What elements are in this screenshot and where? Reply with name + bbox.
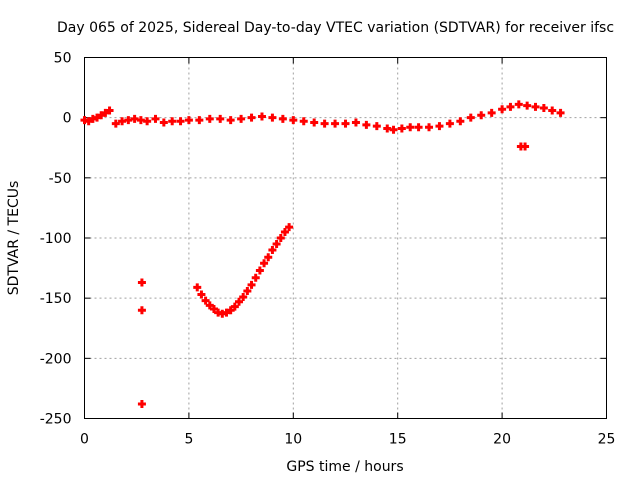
data-point	[351, 118, 360, 127]
data-point	[255, 266, 264, 275]
y-tick-label: -250	[40, 412, 72, 428]
data-point	[209, 304, 218, 313]
x-tick-label: 25	[598, 432, 616, 448]
data-point	[456, 117, 465, 126]
grid	[84, 57, 607, 419]
data-point	[247, 280, 256, 289]
data-point	[251, 273, 260, 282]
x-tick-label: 0	[80, 432, 89, 448]
y-tick-label: -50	[49, 171, 72, 187]
data-point	[226, 116, 235, 125]
data-point	[276, 234, 285, 242]
data-point	[506, 102, 515, 111]
chart-title: Day 065 of 2025, Sidereal Day-to-day VTE…	[57, 20, 614, 36]
data-point	[556, 108, 565, 117]
data-point	[445, 119, 454, 128]
data-point	[235, 297, 244, 306]
x-tick-label: 15	[389, 432, 407, 448]
y-tick-label: -150	[40, 291, 72, 307]
data-point	[278, 114, 287, 123]
data-point	[93, 113, 102, 122]
data-point	[331, 119, 340, 128]
data-point	[531, 102, 540, 111]
data-points	[80, 100, 565, 409]
data-point	[143, 117, 152, 126]
data-point	[372, 122, 381, 131]
data-point	[205, 301, 214, 310]
data-point	[151, 114, 160, 123]
data-point	[239, 292, 248, 301]
y-tick-label: -200	[40, 351, 72, 367]
data-point	[184, 116, 193, 125]
data-point	[280, 227, 289, 236]
data-point	[268, 113, 277, 122]
data-point	[310, 118, 319, 127]
data-point	[137, 400, 146, 409]
data-point	[487, 108, 496, 117]
data-point	[477, 111, 486, 120]
data-point	[466, 113, 475, 122]
y-tick-label: -100	[40, 231, 72, 247]
data-point	[137, 278, 146, 287]
data-point	[84, 117, 93, 126]
data-point	[137, 306, 146, 315]
data-point	[168, 117, 177, 126]
data-point	[226, 306, 235, 315]
data-point	[320, 119, 329, 128]
data-point	[299, 117, 308, 126]
data-point	[176, 117, 185, 126]
data-point	[285, 223, 294, 232]
data-point	[195, 116, 204, 125]
data-point	[362, 120, 371, 129]
data-point	[272, 240, 281, 249]
data-point	[414, 123, 423, 132]
data-point	[197, 290, 206, 299]
data-point	[521, 142, 530, 151]
data-point	[159, 118, 168, 127]
data-point	[201, 296, 210, 305]
x-tick-label: 10	[284, 432, 302, 448]
y-tick-label: 0	[63, 111, 72, 127]
data-point	[193, 283, 202, 292]
data-point	[247, 113, 256, 122]
x-tick-label: 5	[184, 432, 193, 448]
data-point	[230, 302, 239, 311]
data-point	[514, 100, 523, 109]
data-point	[548, 106, 557, 115]
data-point	[406, 123, 415, 132]
data-point	[216, 114, 225, 123]
data-point	[205, 114, 214, 123]
y-axis-label: SDTVAR / TECUs	[6, 181, 22, 296]
axis-ticks: 0 5 10 15 20 25 -250 -200 -150 -100 -50 0 50	[40, 51, 616, 448]
data-point	[257, 112, 266, 121]
data-point	[523, 101, 532, 110]
data-point	[268, 246, 277, 255]
data-point	[539, 104, 548, 113]
data-point	[289, 116, 298, 125]
data-point	[243, 286, 252, 295]
data-point	[498, 105, 507, 114]
data-point	[425, 123, 434, 132]
data-point	[237, 114, 246, 123]
data-point	[397, 124, 406, 133]
x-axis-label: GPS time / hours	[286, 459, 403, 475]
y-tick-label: 50	[54, 51, 72, 67]
data-point	[101, 108, 110, 117]
data-point	[111, 119, 120, 128]
data-point	[105, 106, 114, 115]
data-point	[341, 119, 350, 128]
data-point	[389, 125, 398, 134]
data-point	[260, 259, 269, 268]
data-point	[264, 253, 273, 262]
x-tick-label: 20	[493, 432, 511, 448]
data-point	[97, 111, 106, 120]
data-point	[222, 308, 231, 317]
data-point	[435, 122, 444, 131]
